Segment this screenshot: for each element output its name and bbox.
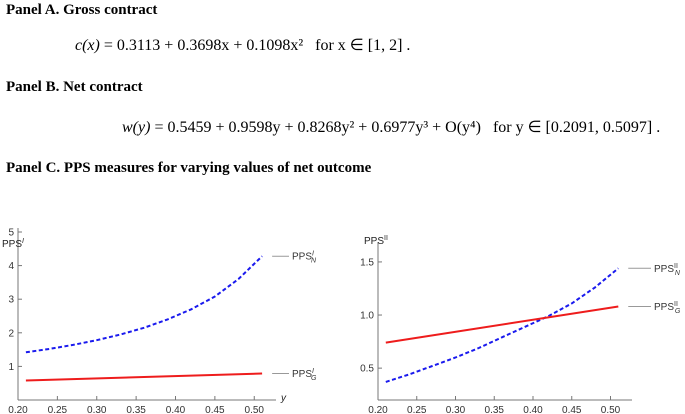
eq-b-domain: for y ∈ [0.2091, 0.5097] . <box>492 119 661 136</box>
y-axis-label-base: PPS <box>364 236 384 247</box>
x-axis-label: y <box>280 393 287 404</box>
x-tick-label: 0.40 <box>166 405 186 414</box>
eq-a-domain: for x ∈ [1, 2] . <box>315 37 411 54</box>
x-tick-label: 0.25 <box>407 405 427 414</box>
legend-name: PPS <box>292 252 312 263</box>
y-tick-label: 1.0 <box>360 311 374 322</box>
x-tick-label: 0.35 <box>126 405 146 414</box>
x-tick-label: 0.30 <box>446 405 466 414</box>
y-tick-label: 2 <box>8 328 14 339</box>
x-tick-label: 0.45 <box>205 405 225 414</box>
panel-b-heading: Panel B. Net contract <box>6 79 143 95</box>
legend-sub: G <box>675 308 681 315</box>
x-tick-label: 0.25 <box>48 405 68 414</box>
legend-name: PPS <box>654 302 674 313</box>
eq-a-lhs: c(x) <box>75 37 100 54</box>
legend-label-N: PPSII N <box>654 263 681 277</box>
eq-b-rhs: = 0.5459 + 0.9598y + 0.8268y² + 0.6977y³… <box>154 119 481 136</box>
x-tick-label: 0.45 <box>562 405 582 414</box>
x-tick-label: 0.30 <box>87 405 107 414</box>
y-tick-label: 4 <box>8 261 14 272</box>
x-tick-label: 0.20 <box>8 405 28 414</box>
gross-contract-equation: c(x) = 0.3113 + 0.3698x + 0.1098x² for x… <box>75 35 410 55</box>
y-axis-label-base: PPS <box>2 239 22 250</box>
y-axis-label: PPSI <box>2 238 24 250</box>
eq-b-lhs: w(y) <box>122 119 151 136</box>
legend-label-N: PPSI N <box>292 251 317 265</box>
chart-2: 0.20 0.25 0.30 0.35 0.40 0.45 0.50 0.5 1.0 1.5 PPS… <box>360 235 681 414</box>
y-axis-label-sup: II <box>384 235 388 242</box>
chart-1: 0.20 0.25 0.30 0.35 0.40 0.45 0.5012345PPSIyPP… <box>2 228 317 414</box>
y-tick-label: 5 <box>8 228 14 239</box>
legend-sup: I <box>312 251 314 258</box>
x-tick-label: 0.35 <box>485 405 505 414</box>
y-axis-label: PPSII <box>364 235 388 247</box>
series-line-N <box>385 267 619 383</box>
net-contract-equation: w(y) = 0.5459 + 0.9598y + 0.8268y² + 0.6… <box>122 117 660 137</box>
legend-name: PPS <box>292 369 312 380</box>
series-line-G <box>385 305 619 344</box>
legend-sub: N <box>675 270 681 277</box>
y-tick-label: 1.5 <box>360 257 374 268</box>
x-tick-label: 0.50 <box>601 405 621 414</box>
legend-sub: G <box>311 375 317 382</box>
y-tick-label: 3 <box>8 295 14 306</box>
x-tick-label: 0.20 <box>368 405 388 414</box>
y-tick-label: 0.5 <box>360 364 374 375</box>
series-line-G <box>25 372 263 382</box>
legend-sup: I <box>312 368 314 375</box>
eq-a-rhs: = 0.3113 + 0.3698x + 0.1098x² <box>103 37 304 54</box>
y-axis-label-sup: I <box>22 238 24 245</box>
legend-name: PPS <box>654 264 674 275</box>
legend-label-G: PPSI G <box>292 368 317 382</box>
panel-a-heading: Panel A. Gross contract <box>6 2 158 18</box>
legend-sub: N <box>311 258 317 265</box>
legend-label-G: PPSII G <box>654 301 681 315</box>
x-tick-label: 0.50 <box>245 405 265 414</box>
legend-sup: II <box>674 263 678 270</box>
x-tick-label: 0.40 <box>523 405 543 414</box>
series-line-N <box>25 255 263 354</box>
panel-c-heading: Panel C. PPS measures for varying values… <box>6 160 372 176</box>
y-tick-label: 1 <box>8 362 14 373</box>
legend-sup: II <box>674 301 678 308</box>
